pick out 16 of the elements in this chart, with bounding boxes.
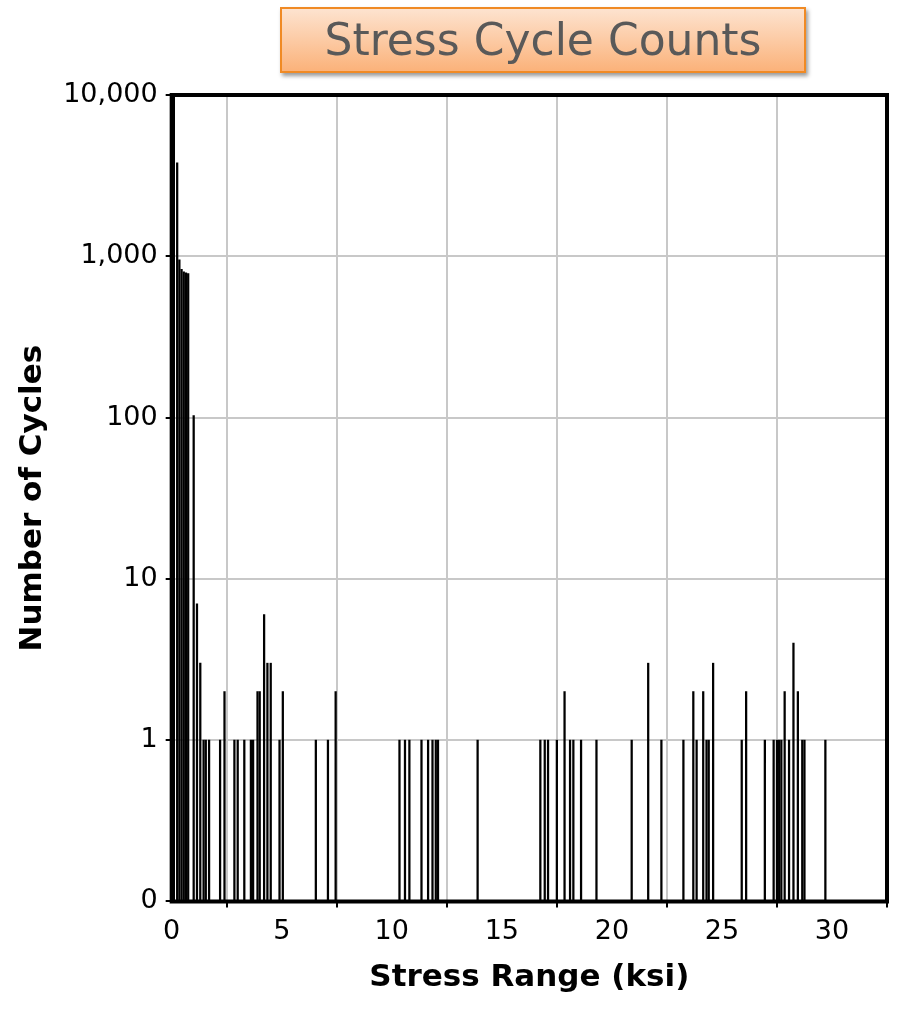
x-tick-label: 0 <box>163 913 181 945</box>
x-tick-label: 25 <box>704 913 740 945</box>
y-axis-title: Number of Cycles <box>11 344 48 652</box>
y-tick-label: 0 <box>140 883 158 915</box>
x-tick-label: 10 <box>374 913 409 945</box>
y-tick-label: 1,000 <box>80 238 158 270</box>
x-tick-label: 20 <box>594 913 630 945</box>
x-tick-label: 15 <box>484 913 519 945</box>
y-tick-label: 10,000 <box>63 77 158 109</box>
x-tick-label: 30 <box>814 913 850 945</box>
y-tick-label: 10 <box>123 560 158 592</box>
y-tick-label: 1 <box>140 722 158 754</box>
chart-title: Stress Cycle Counts <box>280 7 806 73</box>
y-tick-label: 100 <box>106 399 158 431</box>
x-tick-label: 5 <box>273 913 291 945</box>
x-axis-title: Stress Range (ksi) <box>369 957 690 994</box>
